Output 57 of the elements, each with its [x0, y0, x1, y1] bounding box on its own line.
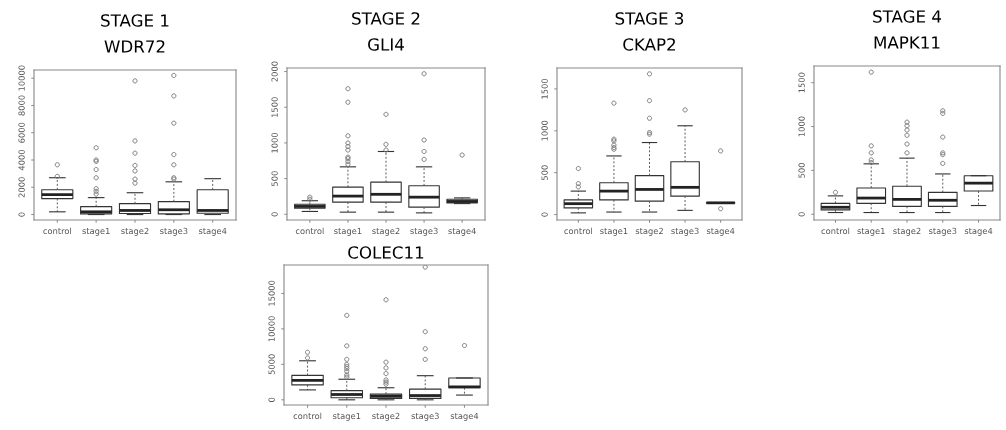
- y-tick-label: 2000: [271, 61, 278, 82]
- x-tick-label: stage3: [929, 227, 957, 236]
- x-tick-label: stage2: [372, 227, 400, 236]
- y-tick-label: 10000: [268, 316, 275, 342]
- chart-subtitle: WDR72: [104, 40, 165, 53]
- y-tick-label: 0: [18, 212, 25, 217]
- y-tick-label: 0: [271, 212, 278, 217]
- x-tick-label: stage1: [857, 227, 885, 236]
- y-tick-label: 1000: [798, 116, 805, 137]
- x-tick-label: stage1: [334, 227, 362, 236]
- x-tick-label: stage4: [448, 227, 476, 236]
- chart-subtitle: GLI4: [368, 38, 404, 51]
- y-tick-label: 4000: [18, 149, 25, 171]
- x-tick-label: stage1: [82, 227, 110, 236]
- y-tick-label: 1500: [271, 97, 278, 117]
- y-tick-label: 500: [271, 171, 278, 186]
- y-tick-label: 2000: [18, 177, 25, 198]
- x-tick-label: stage1: [600, 227, 628, 236]
- y-tick-label: 6000: [18, 122, 25, 143]
- chart-title: STAGE 1: [101, 14, 169, 27]
- x-tick-label: control: [821, 227, 850, 235]
- y-tick-label: 500: [798, 163, 805, 178]
- x-tick-label: stage3: [410, 227, 438, 236]
- y-tick-label: 1500: [798, 72, 805, 93]
- y-tick-label: 0: [541, 212, 548, 217]
- x-tick-label: stage2: [635, 227, 663, 236]
- chart-subtitle: MAPK11: [874, 36, 940, 49]
- x-tick-label: control: [43, 227, 71, 235]
- x-tick-label: stage4: [198, 227, 227, 236]
- x-tick-label: stage2: [893, 227, 921, 236]
- y-tick-label: 0: [268, 397, 275, 402]
- y-tick-label: 1500: [541, 78, 548, 99]
- y-tick-label: 8000: [18, 95, 25, 116]
- y-tick-label: 1000: [271, 132, 278, 153]
- y-tick-label: 15000: [268, 280, 275, 306]
- x-tick-label: stage2: [372, 412, 400, 421]
- chart-title: STAGE 3: [615, 12, 684, 25]
- chart-title: STAGE 2: [352, 12, 420, 25]
- x-tick-label: stage1: [333, 412, 361, 421]
- y-tick-label: 500: [541, 165, 548, 180]
- x-tick-label: stage4: [964, 227, 993, 236]
- y-tick-label: 5000: [268, 354, 275, 375]
- x-tick-label: stage3: [160, 227, 188, 236]
- x-tick-label: stage4: [450, 412, 479, 421]
- x-tick-label: stage3: [411, 412, 439, 421]
- x-tick-label: control: [564, 227, 593, 235]
- chart-subtitle: CKAP2: [623, 38, 675, 51]
- chart-title: COLEC11: [348, 246, 424, 259]
- x-tick-label: stage3: [671, 227, 699, 236]
- x-tick-label: stage4: [706, 227, 735, 236]
- chart-title: STAGE 4: [873, 10, 942, 23]
- y-tick-label: 0: [798, 212, 805, 217]
- y-tick-label: 1000: [541, 120, 548, 141]
- x-tick-label: control: [293, 412, 322, 420]
- y-tick-label: 10000: [18, 65, 25, 91]
- x-tick-label: stage2: [121, 227, 149, 236]
- x-tick-label: control: [295, 227, 324, 235]
